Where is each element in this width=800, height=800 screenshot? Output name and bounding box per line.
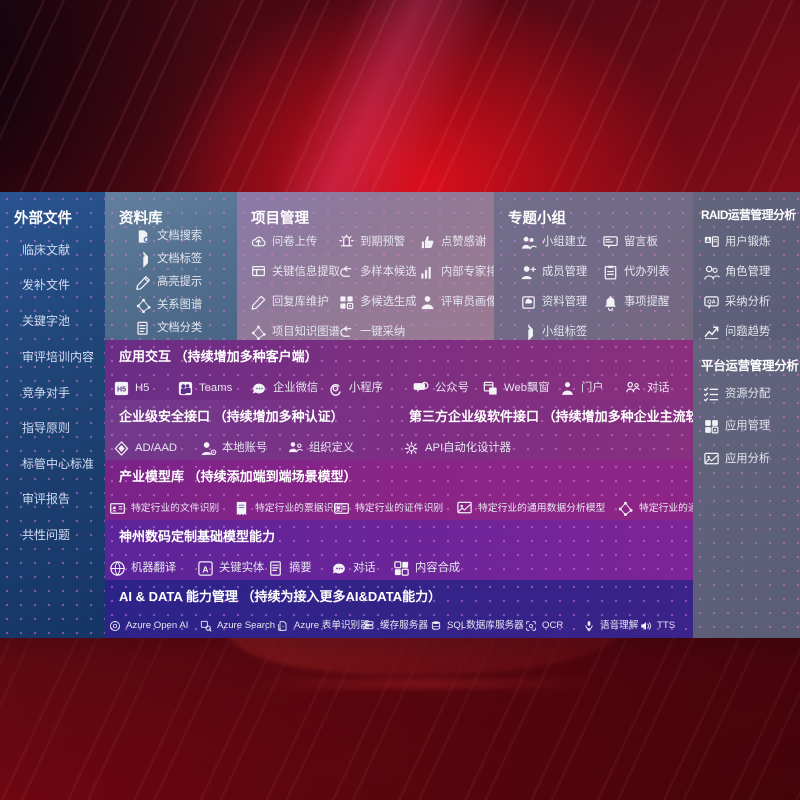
svg-text:H5: H5 xyxy=(117,386,126,394)
svg-text:A: A xyxy=(202,564,208,574)
svg-text:QA: QA xyxy=(707,299,715,305)
